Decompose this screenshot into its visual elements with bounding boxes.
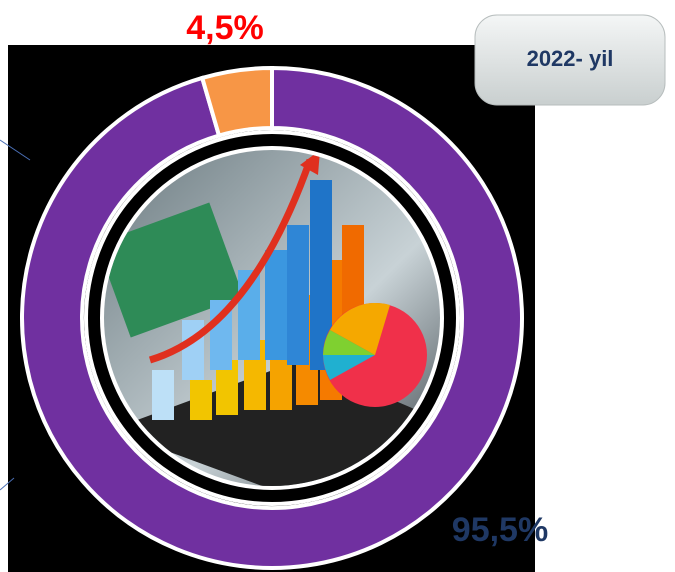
decor-line bbox=[0, 139, 31, 161]
data-label: 95,5% bbox=[452, 511, 548, 549]
donut-slice bbox=[20, 65, 524, 570]
illustration bbox=[104, 150, 440, 486]
data-label: 4,5% bbox=[186, 9, 264, 47]
decor-line bbox=[0, 477, 15, 491]
year-button[interactable] bbox=[474, 14, 666, 106]
donut-slice bbox=[199, 65, 274, 139]
year-button-label: 2022- yil bbox=[527, 46, 614, 71]
